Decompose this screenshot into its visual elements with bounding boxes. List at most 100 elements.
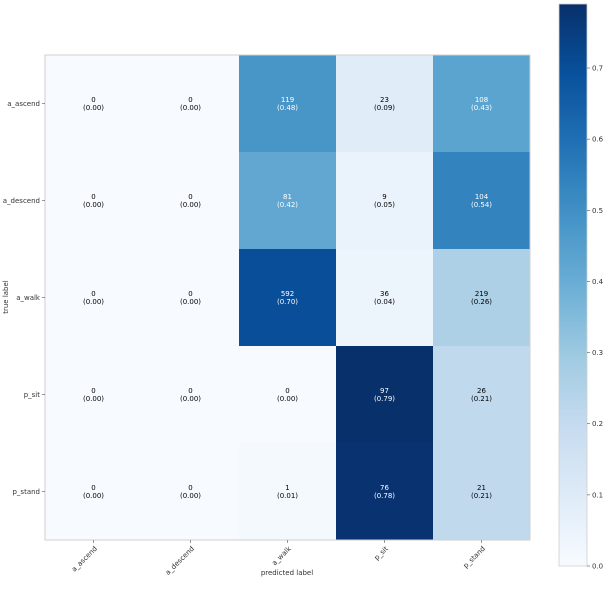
colorbar — [558, 3, 588, 567]
cell-count-label: 97 — [380, 387, 389, 395]
heatmap-cell — [433, 443, 531, 541]
cell-ratio-label: (0.21) — [471, 492, 492, 500]
heatmap-cell — [45, 346, 143, 444]
x-tick-label: a_walk — [270, 544, 293, 567]
colorbar-tick-label: 0.2 — [592, 420, 603, 428]
cell-count-label: 0 — [91, 290, 95, 298]
heatmap-cell — [142, 55, 240, 153]
x-axis-label: predicted label — [261, 569, 313, 577]
heatmap-cell — [45, 55, 143, 153]
cell-count-label: 81 — [283, 193, 292, 201]
cell-ratio-label: (0.43) — [471, 104, 492, 112]
cell-count-label: 0 — [188, 387, 192, 395]
cell-ratio-label: (0.54) — [471, 201, 492, 209]
cell-ratio-label: (0.01) — [277, 492, 298, 500]
heatmap-cell — [239, 152, 337, 250]
cell-ratio-label: (0.00) — [83, 201, 104, 209]
y-tick-label: a_walk — [16, 294, 41, 302]
cell-count-label: 0 — [188, 193, 192, 201]
cell-ratio-label: (0.00) — [83, 104, 104, 112]
cell-annotations: 0(0.00)0(0.00)119(0.48)23(0.09)108(0.43)… — [83, 96, 492, 500]
cell-ratio-label: (0.78) — [374, 492, 395, 500]
heatmap-cell — [336, 443, 434, 541]
heatmap-cell — [239, 249, 337, 347]
heatmap-cell — [239, 346, 337, 444]
heatmap-cells — [45, 55, 531, 541]
colorbar-tick-label: 0.4 — [592, 278, 604, 286]
cell-ratio-label: (0.42) — [277, 201, 298, 209]
colorbar-ticks: 0.0 0.1 0.2 0.3 0.4 0.5 0.6 0.7 — [587, 65, 604, 571]
x-tick-label: p_stand — [462, 545, 487, 570]
colorbar-tick-label: 0.6 — [592, 136, 604, 144]
cell-count-label: 0 — [91, 484, 95, 492]
cell-ratio-label: (0.00) — [83, 395, 104, 403]
x-tick-label: p_sit — [373, 545, 390, 562]
cell-count-label: 0 — [188, 96, 192, 104]
x-tick-label: a_ascend — [70, 545, 99, 574]
cell-count-label: 0 — [91, 387, 95, 395]
heatmap-cell — [433, 346, 531, 444]
colorbar-tick-label: 0.5 — [592, 207, 603, 215]
cell-ratio-label: (0.09) — [374, 104, 395, 112]
cell-ratio-label: (0.00) — [180, 492, 201, 500]
cell-ratio-label: (0.79) — [374, 395, 395, 403]
heatmap-cell — [239, 443, 337, 541]
y-tick-label: p_sit — [24, 391, 41, 399]
heatmap-cell — [45, 152, 143, 250]
cell-count-label: 0 — [91, 96, 95, 104]
cell-count-label: 0 — [188, 484, 192, 492]
cell-count-label: 76 — [380, 484, 389, 492]
heatmap-cell — [142, 346, 240, 444]
heatmap-cell — [45, 443, 143, 541]
cell-ratio-label: (0.00) — [277, 395, 298, 403]
cell-ratio-label: (0.26) — [471, 298, 492, 306]
y-tick-label: p_stand — [12, 488, 40, 496]
cell-count-label: 219 — [475, 290, 488, 298]
cell-count-label: 1 — [285, 484, 289, 492]
cell-count-label: 104 — [475, 193, 489, 201]
heatmap-cell — [336, 152, 434, 250]
colorbar-tick-label: 0.3 — [592, 349, 603, 357]
heatmap-cell — [433, 152, 531, 250]
cell-count-label: 23 — [380, 96, 389, 104]
heatmap-cell — [239, 55, 337, 153]
colorbar-tick-label: 0.0 — [592, 563, 603, 571]
x-tick-label: a_descend — [164, 545, 196, 577]
heatmap-cell — [336, 346, 434, 444]
y-tick-label: a_ascend — [7, 100, 40, 108]
cell-ratio-label: (0.00) — [180, 395, 201, 403]
y-axis-ticks: a_ascend a_descend a_walk p_sit p_stand — [3, 100, 45, 496]
cell-count-label: 108 — [475, 96, 488, 104]
cell-ratio-label: (0.21) — [471, 395, 492, 403]
heatmap-cell — [45, 249, 143, 347]
cell-ratio-label: (0.05) — [374, 201, 395, 209]
cell-count-label: 21 — [477, 484, 486, 492]
heatmap-cell — [142, 249, 240, 347]
cell-ratio-label: (0.70) — [277, 298, 298, 306]
heatmap-cell — [142, 443, 240, 541]
cell-count-label: 9 — [382, 193, 386, 201]
cell-count-label: 26 — [477, 387, 486, 395]
cell-count-label: 592 — [281, 290, 294, 298]
cell-count-label: 0 — [91, 193, 95, 201]
heatmap-cell — [142, 152, 240, 250]
cell-ratio-label: (0.04) — [374, 298, 395, 306]
cell-count-label: 36 — [380, 290, 389, 298]
heatmap-cell — [336, 249, 434, 347]
cell-ratio-label: (0.48) — [277, 104, 298, 112]
heatmap-cell — [336, 55, 434, 153]
cell-count-label: 0 — [285, 387, 289, 395]
y-tick-label: a_descend — [3, 197, 40, 205]
cell-ratio-label: (0.00) — [180, 104, 201, 112]
cell-count-label: 0 — [188, 290, 192, 298]
heatmap-cell — [433, 249, 531, 347]
cell-ratio-label: (0.00) — [180, 298, 201, 306]
colorbar-tick-label: 0.7 — [592, 65, 603, 73]
cell-count-label: 119 — [281, 96, 294, 104]
cell-ratio-label: (0.00) — [83, 492, 104, 500]
y-axis-label: true label — [2, 280, 10, 314]
cell-ratio-label: (0.00) — [83, 298, 104, 306]
colorbar-tick-label: 0.1 — [592, 491, 603, 499]
cell-ratio-label: (0.00) — [180, 201, 201, 209]
